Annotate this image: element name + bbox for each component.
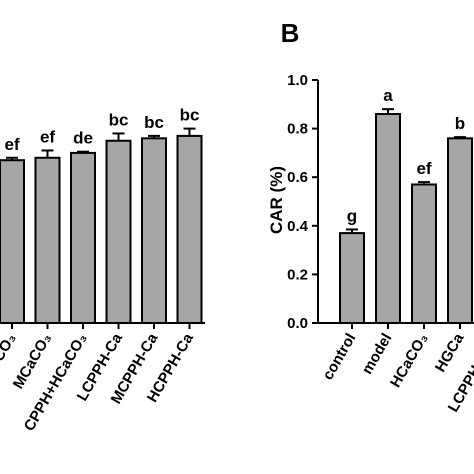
value-label: ef	[4, 135, 19, 154]
x-tick-label: model	[359, 331, 396, 378]
value-label: de	[73, 129, 93, 148]
bar	[411, 183, 437, 324]
bar	[105, 139, 132, 324]
value-label: ef	[416, 159, 431, 178]
value-label: ef	[40, 127, 55, 146]
panel-title: B	[281, 18, 300, 48]
bar	[447, 137, 473, 324]
value-label: bc	[144, 113, 164, 132]
x-tick-label: HGCa	[432, 330, 468, 375]
value-label: bc	[180, 106, 200, 125]
value-label: g	[347, 206, 357, 225]
bar	[34, 156, 61, 324]
value-label: bc	[109, 110, 129, 129]
bar	[0, 159, 25, 324]
y-axis-label: CAR (%)	[267, 166, 286, 234]
bar	[375, 113, 401, 324]
bar	[339, 232, 365, 324]
x-tick-label: CO₃	[0, 330, 19, 364]
y-tick-label: 1.0	[287, 72, 308, 89]
value-label: b	[455, 114, 465, 133]
y-tick-label: 0.2	[287, 266, 308, 283]
x-tick-label: control	[319, 331, 359, 384]
value-label: a	[383, 86, 393, 105]
bar	[70, 151, 96, 324]
bar	[176, 134, 203, 324]
y-tick-label: 0.6	[287, 169, 308, 186]
bar	[141, 137, 167, 324]
y-tick-label: 0.4	[287, 218, 309, 235]
y-tick-label: 0.0	[287, 315, 308, 332]
y-tick-label: 0.8	[287, 121, 308, 138]
